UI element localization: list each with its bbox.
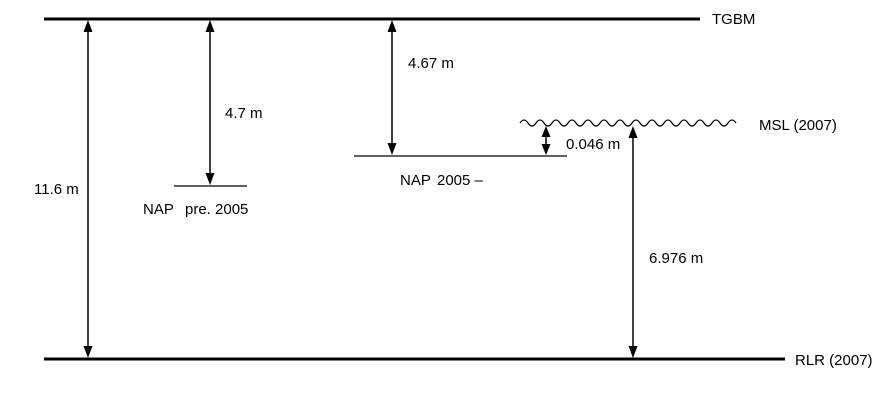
measure-6-976-label: 6.976 m bbox=[649, 250, 703, 267]
measure-4-67-label: 4.67 m bbox=[408, 55, 454, 72]
measure-11-6-label: 11.6 m bbox=[34, 181, 79, 198]
nap-pre-2005-word: NAP bbox=[143, 201, 174, 218]
tgbm-label: TGBM bbox=[712, 11, 755, 28]
nap-2005-qualifier: 2005 – bbox=[437, 172, 484, 189]
nap-2005-word: NAP bbox=[400, 172, 431, 189]
nap-pre-2005-qualifier: pre. 2005 bbox=[185, 201, 248, 218]
rlr-label: RLR (2007) bbox=[795, 352, 873, 369]
arrow-tgbm-rlr bbox=[83, 20, 93, 358]
msl-label: MSL (2007) bbox=[759, 117, 837, 134]
measure-0-046-label: 0.046 m bbox=[566, 136, 620, 153]
arrow-nap-msl bbox=[541, 126, 551, 155]
msl-wave-line bbox=[519, 119, 737, 127]
arrow-msl-rlr bbox=[628, 126, 638, 358]
arrow-tgbm-nap-post bbox=[387, 20, 397, 155]
arrow-tgbm-nap-pre bbox=[205, 20, 215, 185]
measure-4-7-label: 4.7 m bbox=[225, 105, 263, 122]
